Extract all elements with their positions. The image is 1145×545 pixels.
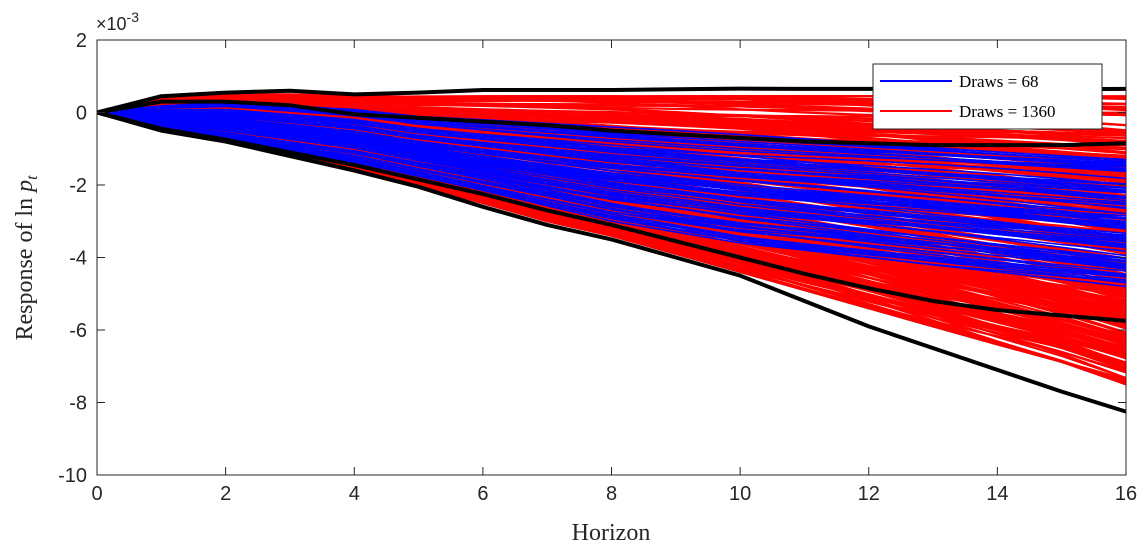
y-axis-label-var: p: [12, 180, 38, 194]
bound-lines: [96, 86, 1127, 414]
y-tick-label: -10: [58, 465, 87, 487]
bound-line: [96, 110, 1127, 414]
y-tick-label: 0: [76, 103, 87, 125]
draw-line: [96, 111, 1127, 269]
draw-line: [96, 111, 1127, 277]
legend-box: [872, 63, 1103, 130]
x-axis-label: Horizon: [572, 520, 651, 545]
x-tick-label: 16: [1115, 483, 1137, 505]
draw-line: [96, 111, 1127, 199]
bound-line: [96, 99, 1127, 148]
x-axis-ticks: 0 2 4 6 8 10 12 14 16: [91, 40, 1137, 505]
draw-line: [96, 111, 1127, 267]
bound-line: [96, 110, 1127, 323]
draw-line: [96, 111, 1127, 215]
legend-label-draws-1360: Draws = 1360: [959, 102, 1055, 121]
draw-line: [96, 110, 1127, 190]
y-tick-label: 2: [76, 30, 87, 52]
legend: Draws = 68 Draws = 1360: [872, 63, 1103, 130]
x-tick-label: 14: [986, 483, 1008, 505]
y-axis-label-sub: t: [24, 175, 41, 180]
draw-line: [96, 98, 1127, 137]
draw-line: [96, 104, 1127, 170]
y-axis-ticks: -10 -8 -6 -4 -2 0 2: [58, 30, 1126, 487]
y-exponent-multiplier: ×10-3: [96, 9, 139, 34]
x-tick-label: 2: [220, 483, 231, 505]
draw-line: [96, 111, 1127, 193]
y-exponent: -3: [127, 9, 140, 25]
x-tick-label: 10: [729, 483, 751, 505]
draw-line: [96, 111, 1127, 217]
x-tick-label: 12: [858, 483, 880, 505]
y-tick-label: -4: [69, 248, 87, 270]
y-tick-label: -8: [69, 393, 87, 415]
draw-line: [96, 111, 1127, 249]
draw-line: [96, 111, 1127, 242]
y-tick-label: -2: [69, 175, 87, 197]
x-tick-label: 8: [606, 483, 617, 505]
x-tick-label: 4: [349, 483, 360, 505]
y-axis-label: Response of ln pt: [12, 175, 41, 341]
draw-line: [96, 111, 1127, 246]
draw-line: [96, 108, 1127, 185]
draw-line: [96, 111, 1127, 229]
draw-line: [96, 103, 1127, 166]
draw-line: [96, 111, 1127, 237]
legend-label-draws-68: Draws = 68: [959, 72, 1038, 91]
x-tick-label: 0: [91, 483, 102, 505]
x-tick-label: 6: [477, 483, 488, 505]
y-tick-label: -6: [69, 320, 87, 342]
